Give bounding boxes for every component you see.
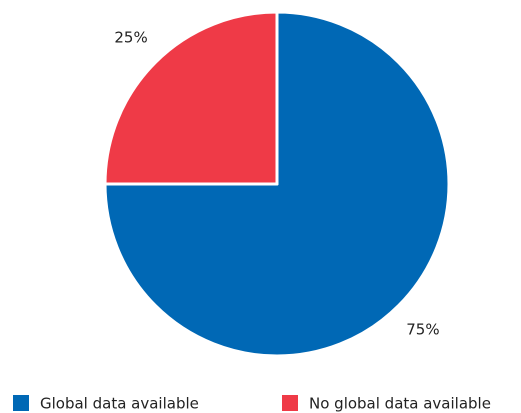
legend-label: Global data available [40, 395, 199, 413]
legend-swatch [13, 395, 29, 411]
slice-label: 75% [406, 320, 439, 338]
slice-label: 25% [114, 29, 147, 47]
legend-swatch [282, 395, 298, 411]
legend-label: No global data available [309, 395, 491, 413]
pie-slice [103, 10, 279, 186]
